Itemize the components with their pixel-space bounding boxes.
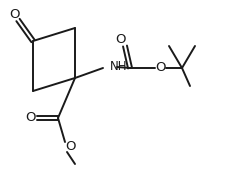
Text: O: O [25,111,35,123]
Text: O: O [65,140,75,152]
Text: O: O [115,33,125,45]
Text: O: O [9,7,19,21]
Text: NH: NH [110,60,127,73]
Text: O: O [156,61,166,74]
